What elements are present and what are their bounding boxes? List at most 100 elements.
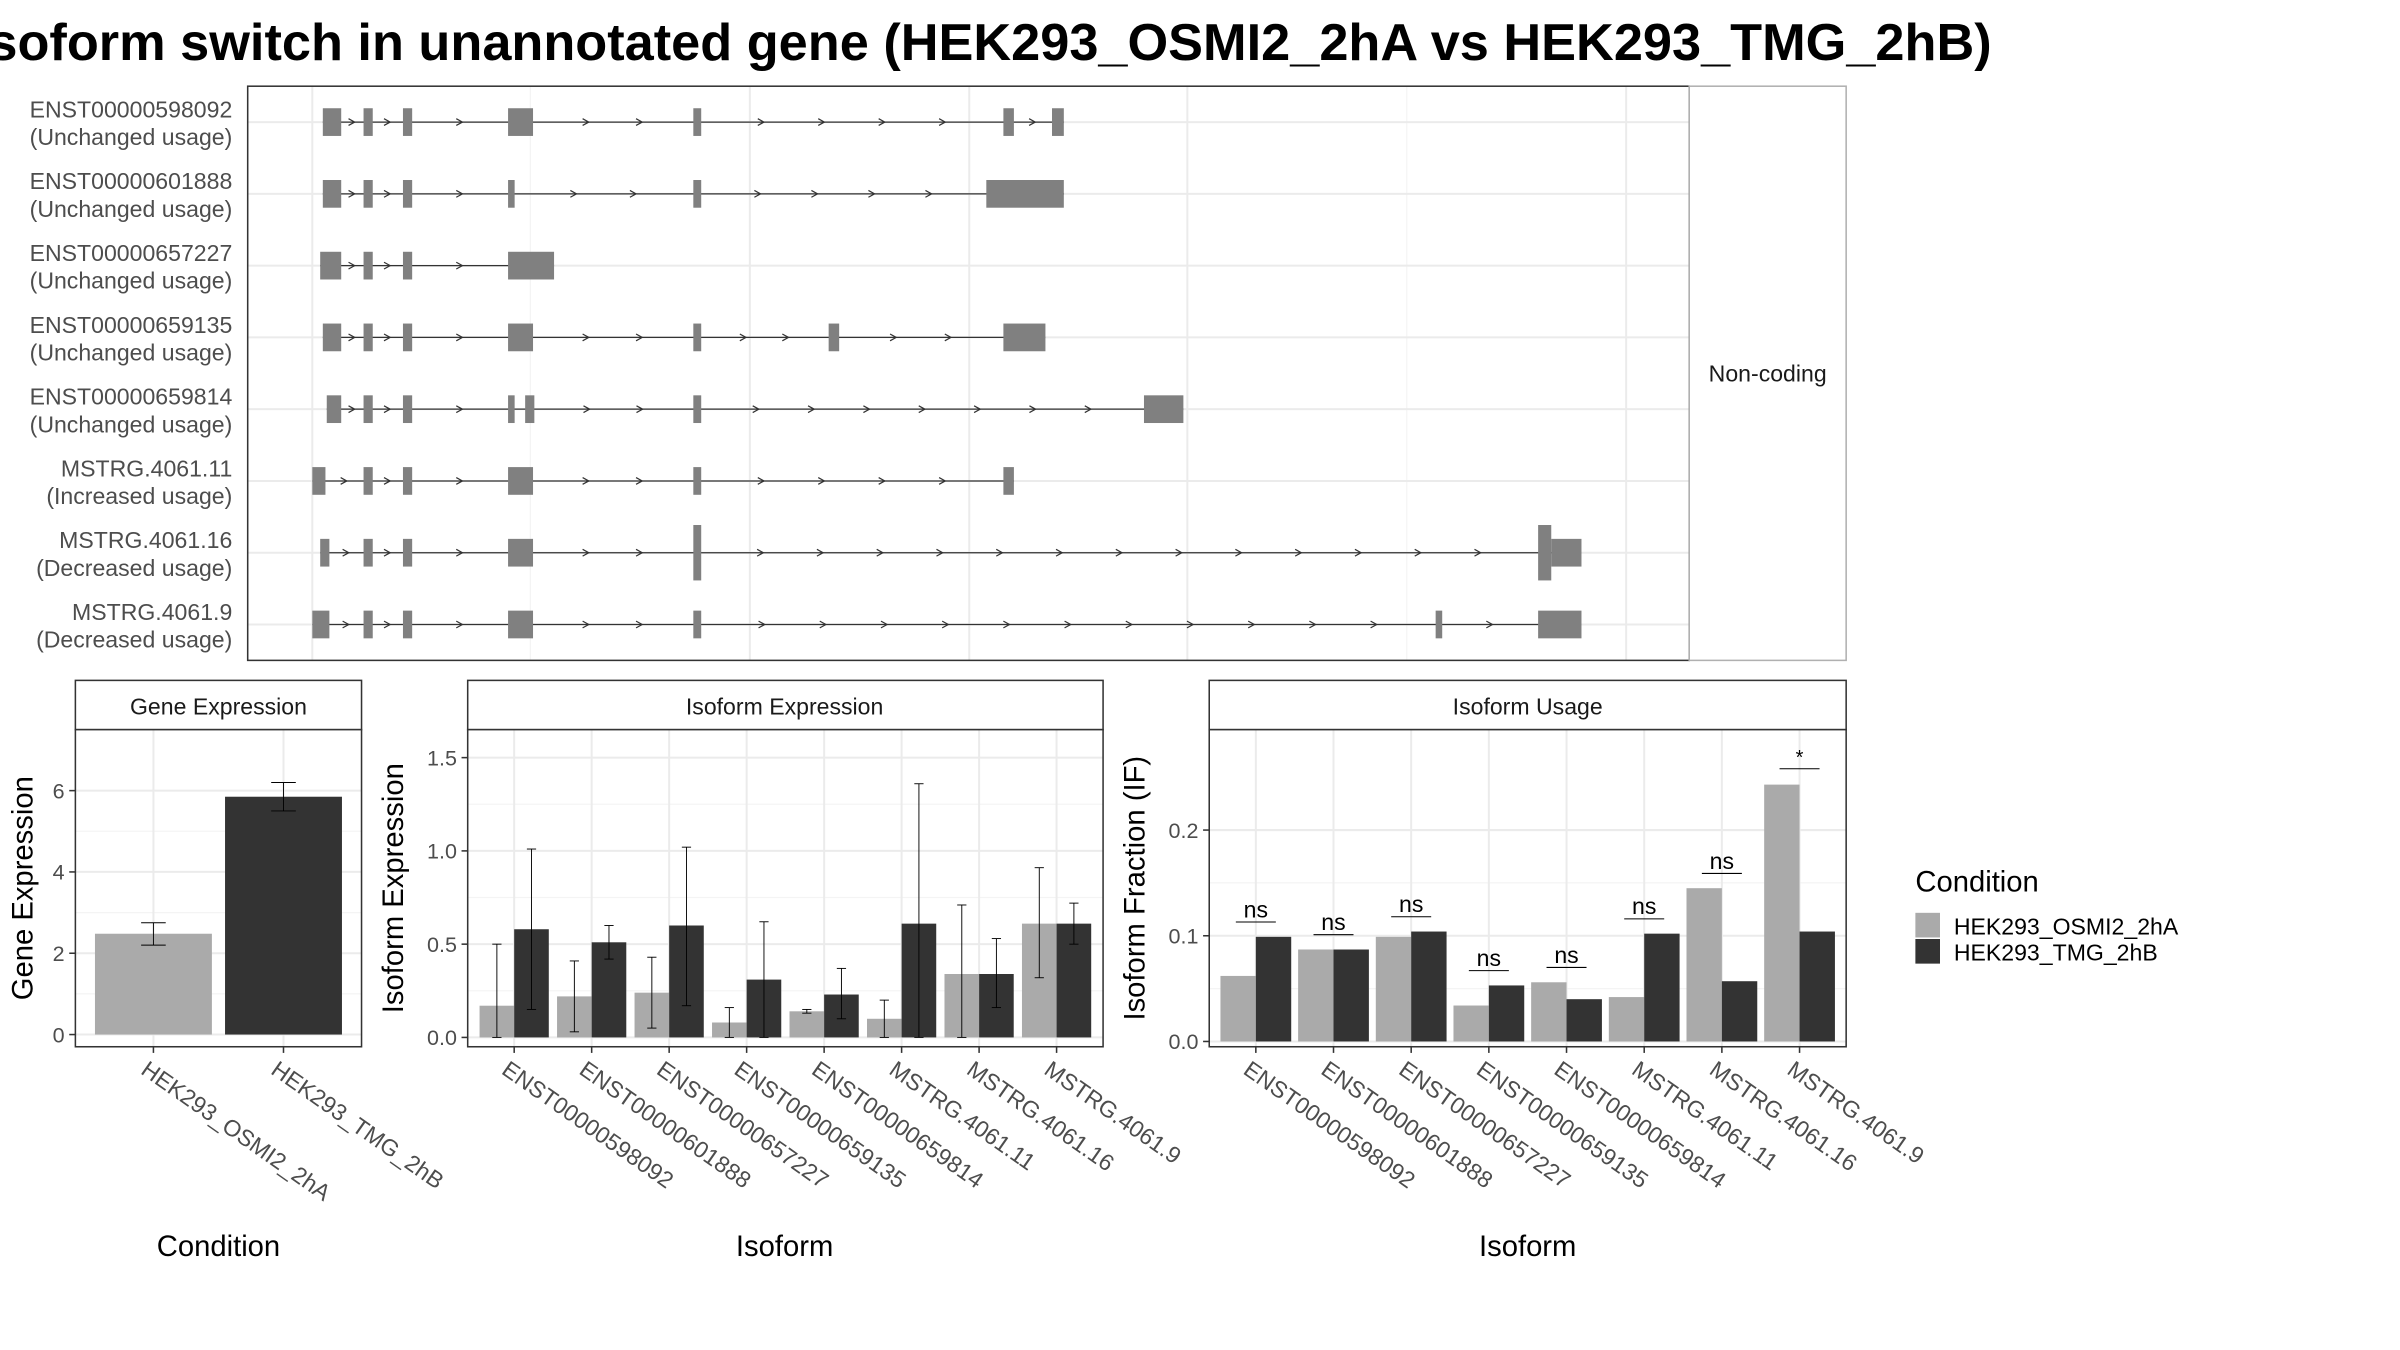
exon-block [402,251,413,280]
isoform-usage-label: (Decreased usage) [36,555,232,581]
intron-direction-arrow [1370,620,1379,629]
intron-direction-arrow [383,405,392,414]
isoform-id-label: ENST00000659135 [30,312,233,338]
bar [1255,936,1292,1042]
intron-direction-arrow [1247,620,1256,629]
intron-direction-arrow [582,620,591,629]
legend: Condition HEK293_OSMI2_2hA HEK293_TMG_2h… [1915,866,2179,966]
isoform-expression-x-label: Isoform [736,1231,833,1263]
intron-direction-arrow [754,189,762,198]
intron-direction-arrow [583,405,591,414]
bar [94,933,212,1035]
isoform-structure-row [322,108,1064,136]
isoform-expression-plot: 0.00.51.01.5ENST00000598092ENST000006018… [427,729,1186,1193]
exon-block [508,251,555,280]
significance-label: ns [1710,848,1734,874]
intron-direction-arrow [941,620,950,629]
intron-direction-arrow [1309,620,1317,629]
intron-direction-arrow [782,333,790,342]
intron-direction-arrow [973,405,982,414]
intron-direction-arrow [925,189,933,198]
isoform-id-label: MSTRG.4061.11 [61,455,232,481]
intron-direction-arrow [1003,620,1011,629]
intron-direction-arrow [383,261,392,270]
bar [1488,985,1525,1042]
intron-direction-arrow [816,548,825,557]
isoform-id-label: ENST00000601888 [30,168,233,194]
exon-block [402,180,413,208]
significance-label: ns [1321,909,1345,935]
isoform-structure-row [312,467,1014,495]
intron-direction-arrow [1474,548,1482,557]
isoform-usage-label: (Decreased usage) [36,627,232,653]
significance-label: ns [1244,896,1268,922]
exon-block [320,251,342,280]
intron-direction-arrow [383,548,392,557]
y-tick-label: 0.5 [427,933,457,957]
intron-direction-arrow [817,118,826,127]
exon-block [363,395,373,424]
y-tick-label: 0.2 [1169,819,1199,843]
significance-label: ns [1632,893,1656,919]
intron-direction-arrow [635,548,644,557]
isoform-usage-label: (Unchanged usage) [30,196,233,222]
bar [1453,1005,1489,1042]
intron-direction-arrow [807,405,816,414]
structure-isoform-rows [312,108,1582,639]
intron-direction-arrow [1055,548,1064,557]
intron-direction-arrow [863,405,871,414]
isoform-expression-y-label: Isoform Expression [378,763,410,1013]
intron-direction-arrow [629,189,638,198]
intron-direction-arrow [348,405,356,414]
isoform-usage-label: (Unchanged usage) [30,268,233,294]
intron-direction-arrow [348,118,356,127]
exon-block [322,108,342,136]
legend-label-tmg: HEK293_TMG_2hB [1954,940,2158,966]
isoform-expression-strip-label: Isoform Expression [686,693,883,719]
exon-block [1052,108,1064,136]
exon-block [508,108,534,136]
intron-direction-arrow [383,118,392,127]
intron-direction-arrow [819,620,828,629]
gene-expression-strip-label: Gene Expression [130,693,307,719]
y-tick-label: 2 [53,942,65,966]
exon-block [508,323,534,352]
intron-direction-arrow [938,477,947,485]
intron-direction-arrow [944,333,953,342]
exon-block [693,525,702,581]
intron-direction-arrow [582,118,591,127]
exon-block [402,610,413,639]
bar [225,796,342,1035]
intron-direction-arrow [635,333,644,342]
bar [1566,999,1602,1042]
exon-block [363,610,373,639]
isoform-id-label: ENST00000598092 [30,96,233,122]
y-tick-label: 4 [53,861,65,885]
isoform-usage-label: (Unchanged usage) [30,124,233,150]
bar [1608,997,1645,1042]
exon-block [363,180,373,208]
intron-direction-arrow [880,620,889,629]
significance-label: ns [1554,942,1578,968]
intron-direction-arrow [1294,548,1303,557]
intron-direction-arrow [876,548,885,557]
exon-block [986,180,1064,208]
gene-expression-x-label: Condition [157,1231,280,1263]
exon-block [508,610,534,639]
intron-direction-arrow [995,548,1004,557]
exon-block [320,538,330,567]
legend-key-osmi2 [1915,912,1940,938]
exon-block [508,538,534,567]
isoform-id-label: MSTRG.4061.9 [72,599,232,625]
y-tick-label: 0 [53,1023,65,1047]
figure-title: Isoform switch in unannotated gene (HEK2… [0,14,1992,72]
bar [1531,982,1567,1042]
exon-block [1003,467,1014,495]
isoform-structure-row [320,251,555,280]
intron-direction-arrow [455,333,464,342]
intron-direction-arrow [383,477,392,485]
exon-block [322,323,342,352]
legend-label-osmi2: HEK293_OSMI2_2hA [1954,913,2179,939]
